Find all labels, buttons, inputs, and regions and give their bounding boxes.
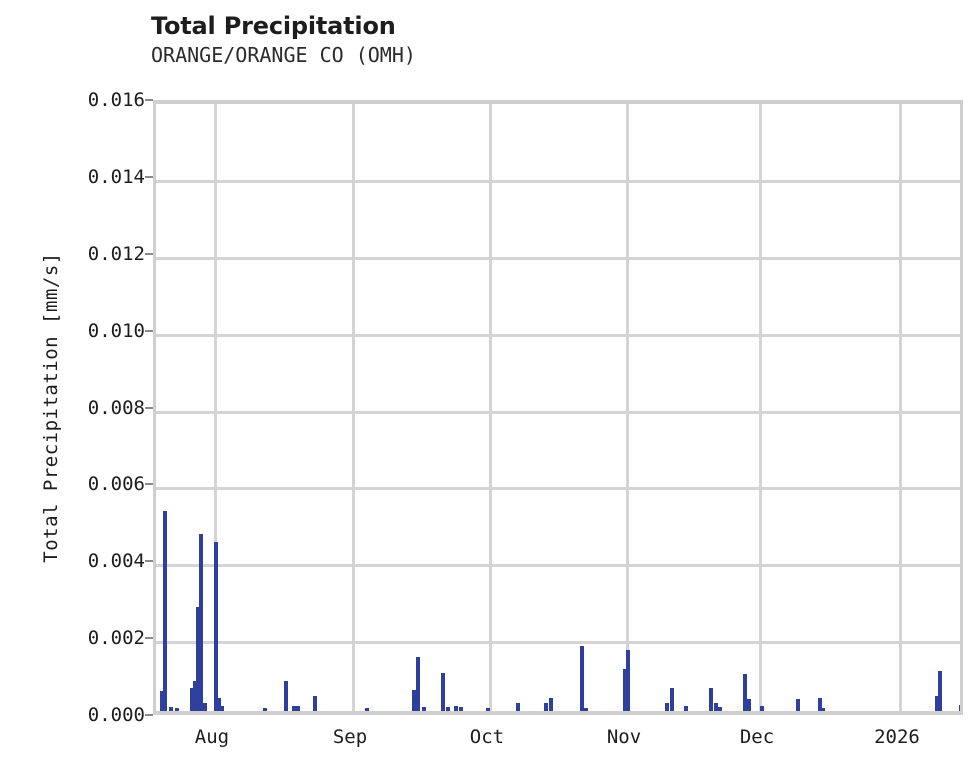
bar: [190, 687, 195, 711]
gridline-horizontal: [156, 410, 960, 414]
x-tick-label: Aug: [194, 726, 230, 748]
y-tick-label: 0.016: [87, 89, 145, 111]
bar: [422, 707, 427, 711]
x-tick-label: Dec: [739, 726, 775, 748]
bar: [162, 511, 167, 711]
bar: [199, 534, 203, 711]
gridline-horizontal: [156, 179, 960, 183]
x-tick-label: Nov: [606, 726, 642, 748]
x-tick-label: 2026: [874, 726, 920, 748]
plot-inner: [156, 104, 960, 711]
bar: [262, 707, 267, 711]
bar: [193, 681, 198, 711]
bar: [216, 697, 221, 711]
bar: [196, 607, 200, 711]
bar: [709, 687, 714, 711]
bar: [935, 695, 940, 711]
y-tick-mark: [145, 714, 153, 716]
bar: [175, 707, 180, 711]
bar: [292, 706, 297, 711]
gridline-vertical: [898, 104, 902, 711]
bar: [543, 703, 548, 711]
bar: [684, 706, 689, 711]
bar: [714, 702, 719, 711]
bar: [168, 707, 173, 711]
gridline-horizontal: [156, 256, 960, 260]
y-tick-mark: [145, 99, 153, 101]
gridline-vertical: [351, 104, 355, 711]
gridline-vertical: [626, 104, 629, 711]
bar: [159, 691, 164, 711]
bar: [219, 706, 224, 711]
y-tick-label: 0.012: [87, 242, 145, 265]
y-tick-label: 0.002: [87, 627, 145, 650]
y-tick-label: 0.010: [87, 319, 145, 342]
gridline-horizontal: [156, 641, 960, 645]
y-tick-mark: [145, 329, 153, 332]
bar: [202, 703, 207, 711]
bar: [416, 657, 420, 711]
bar: [364, 707, 369, 711]
y-tick-mark: [145, 560, 153, 563]
chart-subtitle: ORANGE/ORANGE CO (OMH): [151, 43, 416, 67]
gridline-vertical: [488, 104, 492, 711]
y-tick-mark: [145, 483, 153, 486]
gridline-vertical: [213, 104, 217, 711]
y-tick-label: 0.004: [87, 550, 145, 573]
chart-title: Total Precipitation: [151, 12, 396, 40]
bar: [625, 649, 630, 711]
gridline-horizontal: [156, 333, 960, 337]
title-block: Total Precipitation ORANGE/ORANGE CO (OM…: [151, 12, 851, 68]
bar: [958, 705, 960, 711]
y-tick-label: 0.008: [87, 396, 145, 419]
gridline-horizontal: [156, 564, 960, 568]
bar: [669, 687, 674, 711]
y-tick-label: 0.006: [87, 473, 145, 496]
y-tick-mark: [145, 406, 153, 409]
bar: [580, 645, 585, 711]
bar: [795, 699, 800, 711]
bar: [747, 699, 752, 711]
y-tick-label: 0.014: [87, 165, 145, 188]
bar: [515, 702, 520, 711]
bar: [441, 672, 446, 711]
plot-area: [153, 100, 963, 715]
bar: [718, 707, 723, 711]
bar: [485, 707, 490, 711]
bar: [760, 706, 765, 711]
x-tick-label: Oct: [469, 726, 505, 748]
bar: [296, 706, 301, 711]
bar: [411, 689, 416, 711]
bar: [454, 706, 459, 711]
bar: [623, 668, 628, 711]
bar: [664, 703, 669, 711]
bar: [584, 707, 589, 711]
bar: [817, 697, 822, 711]
y-tick-label: 0.000: [87, 704, 145, 726]
bar: [821, 707, 825, 711]
bar: [548, 697, 553, 711]
gridline-horizontal: [156, 487, 960, 491]
gridline-vertical: [759, 104, 763, 711]
y-tick-mark: [145, 252, 153, 255]
bar: [313, 696, 318, 711]
bar: [743, 674, 748, 711]
y-tick-mark: [145, 175, 153, 178]
bar: [213, 541, 218, 711]
bar: [938, 670, 943, 711]
y-axis-tick-labels: 0.000 0.002 0.004 0.006 0.008 0.010 0.012 0.014…: [0, 0, 145, 780]
y-tick-mark: [145, 637, 153, 640]
x-tick-label: Sep: [332, 726, 368, 748]
bar: [445, 707, 450, 711]
bar: [458, 707, 463, 711]
bar: [283, 681, 288, 711]
